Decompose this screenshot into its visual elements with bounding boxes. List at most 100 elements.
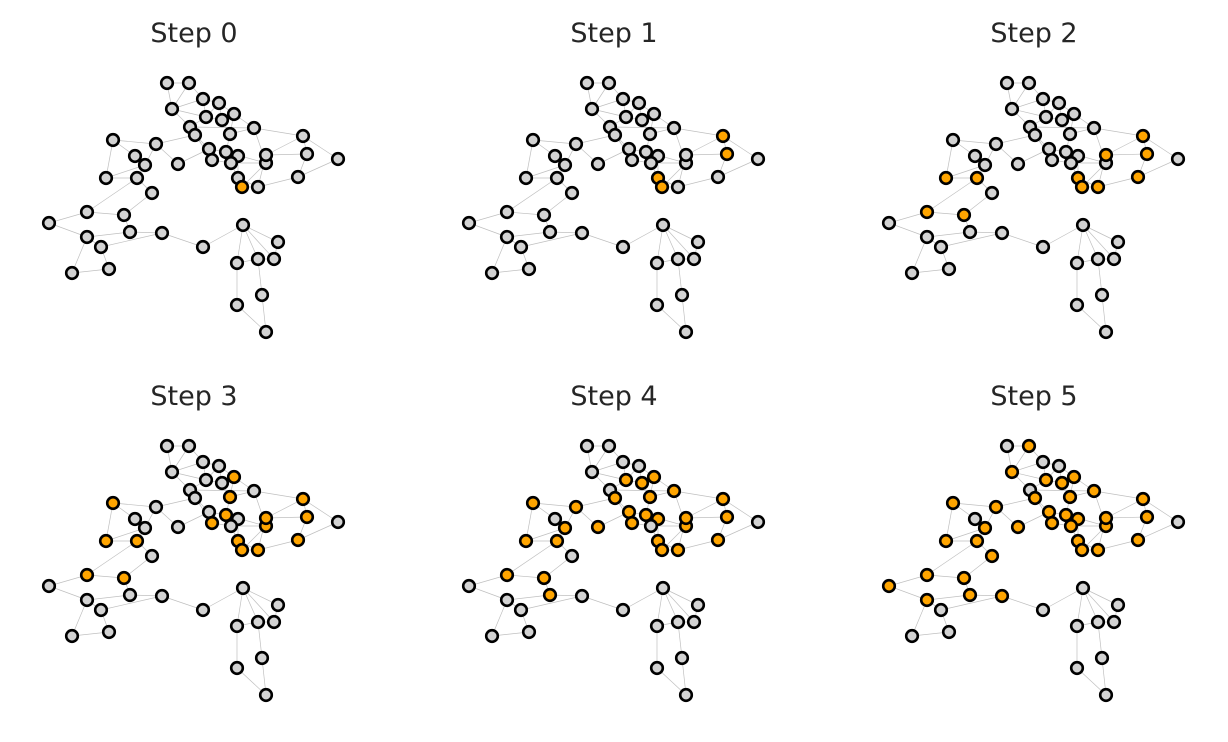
network-node-inactive [574, 588, 590, 604]
network-node-inactive [881, 215, 897, 231]
network-node-inactive [557, 157, 573, 173]
network-edge [506, 540, 558, 576]
network-edge [86, 177, 138, 213]
network-node-active [1130, 532, 1146, 548]
network-node-active [1135, 128, 1151, 144]
network-edge [952, 139, 997, 145]
network-panel: Step 3 [41, 381, 346, 703]
network-node-inactive [270, 234, 286, 250]
network-edge [297, 521, 339, 541]
network-node-active [988, 499, 1004, 515]
network-node-inactive [461, 215, 477, 231]
network-edge [297, 158, 339, 178]
network-node-inactive [686, 614, 702, 630]
network-node-inactive [634, 112, 650, 128]
network-node-active [1098, 510, 1114, 526]
network-node-inactive [574, 225, 590, 241]
network-node-inactive [101, 624, 117, 640]
panel-title: Step 0 [150, 18, 237, 49]
network-node-active [1010, 519, 1026, 535]
network-edge [952, 502, 997, 508]
network-node-inactive [330, 514, 346, 530]
network-node-inactive [266, 614, 282, 630]
network-node-inactive [1054, 112, 1070, 128]
network-node-active [919, 592, 935, 608]
network-node-active [1054, 475, 1070, 491]
network-node-inactive [1035, 91, 1051, 107]
network-node-inactive [678, 147, 694, 163]
network-edge [1042, 587, 1084, 611]
network-node-inactive [79, 592, 95, 608]
network-node-active [299, 509, 315, 525]
nodes-group [881, 75, 1186, 340]
panel-title: Step 2 [990, 18, 1077, 49]
network-panel: Step 4 [461, 381, 766, 703]
network-node-inactive [513, 239, 529, 255]
network-edge [1029, 489, 1095, 492]
network-node-active [654, 179, 670, 195]
network-node-active [956, 570, 972, 586]
network-node-inactive [254, 287, 270, 303]
network-node-inactive [643, 155, 659, 171]
network-node-inactive [655, 580, 671, 596]
network-edge [100, 595, 163, 611]
network-node-inactive [941, 261, 957, 277]
network-node-active [590, 519, 606, 535]
network-node-inactive [655, 217, 671, 233]
network-node-inactive [1110, 234, 1126, 250]
network-edge [506, 231, 551, 238]
network-node-inactive [235, 580, 251, 596]
network-node-active [881, 578, 897, 594]
network-node-active [638, 507, 654, 523]
network-node-inactive [750, 514, 766, 530]
network-node-inactive [1066, 106, 1082, 122]
network-node-inactive [649, 660, 665, 676]
network-node-active [226, 469, 242, 485]
network-node-inactive [690, 597, 706, 613]
network-edge [622, 224, 664, 248]
network-node-active [1062, 489, 1078, 505]
network-node-inactive [615, 239, 631, 255]
network-edge [86, 231, 131, 238]
network-node-inactive [584, 101, 600, 117]
network-node-active [962, 587, 978, 603]
network-node-inactive [615, 602, 631, 618]
network-node-inactive [542, 224, 558, 240]
network-node-inactive [1094, 287, 1110, 303]
network-edge [161, 595, 204, 611]
network-node-active [666, 483, 682, 499]
nodes-group [41, 75, 346, 340]
network-node-inactive [41, 578, 57, 594]
network-node-active [258, 510, 274, 526]
network-node-inactive [1098, 687, 1114, 703]
network-node-inactive [1010, 156, 1026, 172]
network-edge [112, 139, 157, 145]
network-node-inactive [254, 650, 270, 666]
network-node-inactive [631, 95, 647, 111]
network-node-inactive [1069, 618, 1085, 634]
network-node-inactive [1069, 297, 1085, 313]
network-edge [86, 594, 131, 601]
network-node-inactive [250, 251, 266, 267]
network-node-active [719, 509, 735, 525]
network-node-active [1139, 146, 1155, 162]
network-node-inactive [229, 297, 245, 313]
network-node-active [234, 179, 250, 195]
network-node-active [634, 475, 650, 491]
network-node-inactive [1027, 127, 1043, 143]
network-node-active [945, 495, 961, 511]
network-node-inactive [195, 602, 211, 618]
network-node-active [1074, 179, 1090, 195]
network-node-active [1021, 438, 1037, 454]
network-node-inactive [615, 454, 631, 470]
network-edge [253, 490, 304, 500]
network-node-inactive [246, 483, 262, 499]
network-node-inactive [941, 624, 957, 640]
network-node-inactive [670, 179, 686, 195]
network-node-inactive [649, 297, 665, 313]
network-node-inactive [98, 170, 114, 186]
network-node-inactive [499, 592, 515, 608]
network-node-active [938, 170, 954, 186]
nodes-group [461, 438, 766, 703]
network-node-inactive [258, 324, 274, 340]
